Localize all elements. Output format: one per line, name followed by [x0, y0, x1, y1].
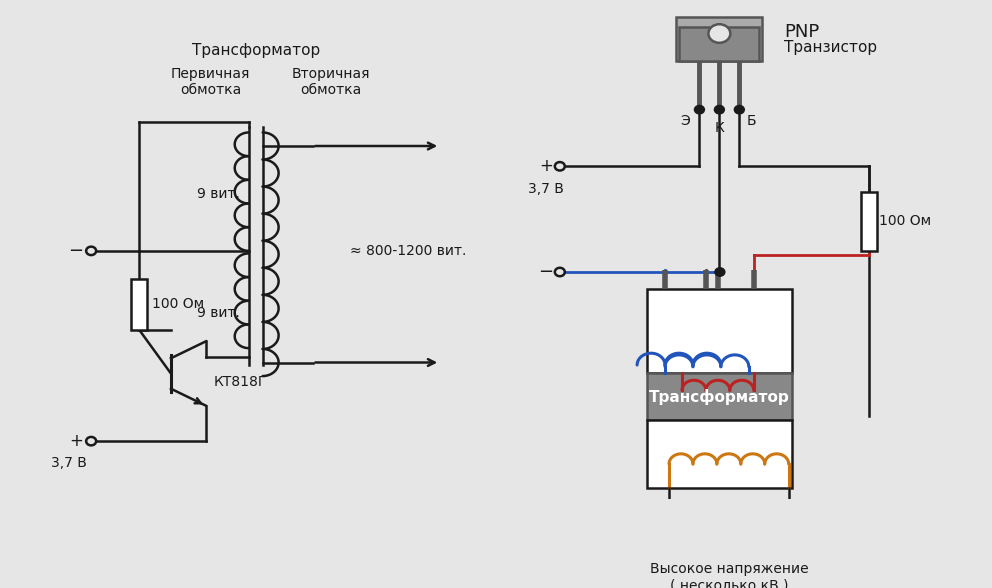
- Text: Трансформатор: Трансформатор: [649, 389, 790, 405]
- Circle shape: [555, 268, 564, 276]
- Circle shape: [714, 105, 724, 114]
- Text: Трансформатор: Трансформатор: [191, 43, 319, 58]
- Text: 3,7 В: 3,7 В: [52, 456, 87, 470]
- Circle shape: [734, 105, 744, 114]
- Text: ≈ 800-1200 вит.: ≈ 800-1200 вит.: [350, 244, 467, 258]
- Bar: [131, 279, 147, 329]
- Text: Э: Э: [681, 115, 690, 129]
- Bar: [647, 289, 792, 373]
- Text: −: −: [539, 263, 554, 281]
- Bar: [680, 27, 759, 61]
- Text: +: +: [69, 432, 83, 450]
- Text: Б: Б: [746, 115, 756, 129]
- Circle shape: [708, 24, 730, 43]
- Circle shape: [694, 105, 704, 114]
- Text: Первичная
обмотка: Первичная обмотка: [171, 66, 251, 97]
- Circle shape: [555, 162, 564, 171]
- Bar: [677, 16, 762, 61]
- Text: Вторичная
обмотка: Вторичная обмотка: [292, 66, 370, 97]
- Circle shape: [86, 246, 96, 255]
- Text: 100 Ом: 100 Ом: [152, 297, 204, 311]
- Text: Транзистор: Транзистор: [785, 39, 877, 55]
- Circle shape: [715, 268, 725, 276]
- Bar: [647, 420, 792, 487]
- Text: 100 Ом: 100 Ом: [879, 214, 931, 228]
- Text: PNP: PNP: [785, 23, 819, 41]
- Bar: [861, 192, 877, 251]
- Text: КТ818Г: КТ818Г: [214, 375, 267, 389]
- Text: Высокое напряжение
( несколько кВ ): Высокое напряжение ( несколько кВ ): [650, 562, 808, 588]
- Text: 9 вит.: 9 вит.: [197, 306, 240, 320]
- Text: 9 вит.: 9 вит.: [197, 187, 240, 201]
- Text: 3,7 В: 3,7 В: [528, 182, 563, 196]
- Bar: [647, 373, 792, 420]
- Text: +: +: [539, 158, 553, 175]
- Text: К: К: [714, 121, 724, 135]
- Circle shape: [86, 437, 96, 445]
- Text: −: −: [68, 242, 83, 260]
